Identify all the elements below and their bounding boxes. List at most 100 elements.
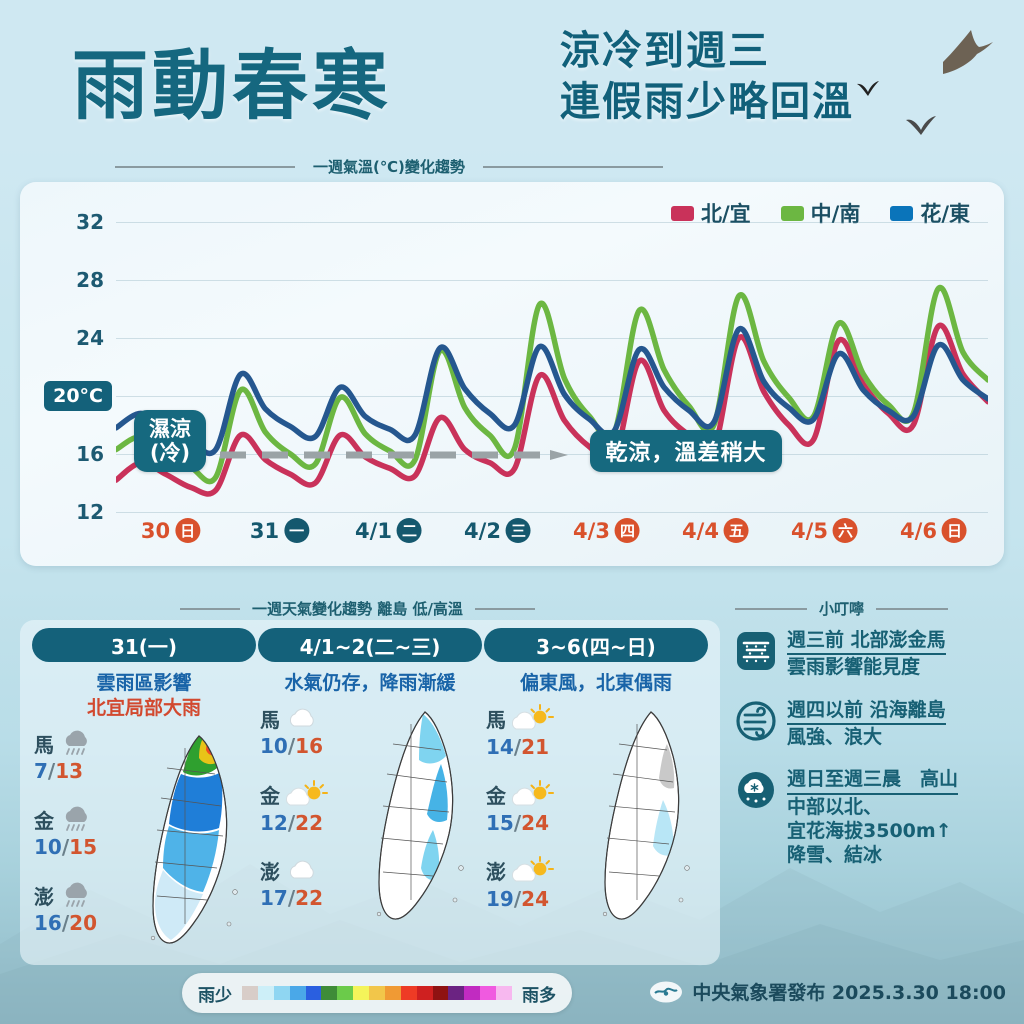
trend-arrow-icon <box>220 450 568 460</box>
rain-cloud-icon <box>65 882 87 908</box>
tip-text: 週四以前 沿海離島 風強、浪大 <box>787 698 946 750</box>
temperature-chart-card: 北/宜 中/南 花/東 32 28 24 16 12 20°C 濕涼 (冷) 乾涼，溫差稍大 … <box>20 182 1004 566</box>
island-name: 澎 <box>486 860 506 885</box>
y-axis-badge: 20°C <box>44 381 112 411</box>
wind-icon <box>736 701 776 741</box>
tip-title: 週日至週三晨 高山 <box>787 767 959 795</box>
temp-separator: / <box>287 733 296 758</box>
divider <box>115 165 295 168</box>
panel-body: 馬 14/21 金 15/24 澎 19/24 <box>484 703 708 932</box>
island-forecast-金: 金 15/24 <box>486 779 572 835</box>
tips-section-caption: 小叮嚀 <box>735 598 1010 619</box>
island-row: 金 <box>34 804 120 834</box>
mid-caption-text: 一週天氣變化趨勢 離島 低/高溫 <box>252 600 463 618</box>
rain-scale-step-8 <box>369 986 385 1000</box>
island-forecast-馬: 馬 14/21 <box>486 703 572 759</box>
subtitle-line-2: 連假雨少略回溫 <box>560 79 854 126</box>
temp-low: 14 <box>486 734 514 759</box>
subtitle-line-1: 涼冷到週三 <box>560 28 770 74</box>
panel-body: 馬 7/13 金 10/15 澎 16/20 <box>32 728 256 956</box>
temp-low: 12 <box>260 810 288 835</box>
island-row: 澎 <box>34 880 120 910</box>
tips-caption-text: 小叮嚀 <box>819 600 865 618</box>
rain-scale-step-2 <box>273 986 290 1000</box>
temp-low: 10 <box>260 733 288 758</box>
temp-high: 13 <box>55 759 84 784</box>
y-tick-28: 28 <box>76 268 104 292</box>
rainfall-color-scale <box>242 986 512 1000</box>
sun-cloud-icon <box>511 703 554 730</box>
x-tick-date: 4/4 <box>682 518 719 543</box>
rain-scale-step-9 <box>384 986 401 1000</box>
temp-low: 15 <box>486 810 514 835</box>
tip-icon <box>735 769 777 811</box>
temp-low: 17 <box>260 885 288 910</box>
forecast-panel-1: 4/1~2(二~三) 水氣仍存，降雨漸緩馬 10/16 金 12/22 澎 17/22 <box>258 628 482 958</box>
island-temperature: 19/24 <box>486 887 572 911</box>
tip-body-line-0: 風強、浪大 <box>787 725 883 748</box>
tip-body-line-0: 雲雨影響能見度 <box>787 656 921 679</box>
cloud-icon <box>289 708 314 727</box>
island-forecast-馬: 馬 7/13 <box>34 728 120 783</box>
chart-x-axis: 30 日 31 一 4/1 二 4/2 三 4/3 四 4/4 五 4/5 六 4/6 日 <box>116 512 988 562</box>
tip-title: 週三前 北部澎金馬 <box>787 628 946 656</box>
x-tick-weekday: 三 <box>505 518 531 543</box>
forecast-panel-2: 3~6(四~日) 偏東風，北東偶雨馬 14/21 金 15/24 澎 19/24 <box>484 628 708 958</box>
annotation-wet-cold-line-1: 濕涼 <box>149 416 191 441</box>
temp-separator: / <box>61 911 70 936</box>
legend-item-2: 花/東 <box>890 198 970 228</box>
tip-body-line-0: 中部以北、 <box>787 795 883 818</box>
annotation-dry-cool: 乾涼，溫差稍大 <box>590 430 782 472</box>
island-row: 馬 <box>260 704 346 733</box>
divider <box>876 607 949 610</box>
legend-label: 中/南 <box>810 202 861 226</box>
x-tick-3: 4/2 三 <box>464 518 531 543</box>
island-name: 馬 <box>260 707 280 732</box>
tip-icon <box>735 630 777 672</box>
tip-item-0: 週三前 北部澎金馬 雲雨影響能見度 <box>735 628 1015 680</box>
rain-scale-step-0 <box>242 986 258 1000</box>
tip-title: 週四以前 沿海離島 <box>787 698 946 725</box>
x-tick-date: 4/2 <box>464 518 501 543</box>
panel-body: 馬 10/16 金 12/22 澎 17/22 <box>258 704 482 932</box>
x-tick-2: 4/1 二 <box>355 518 422 543</box>
y-tick-16: 16 <box>76 442 104 466</box>
island-name: 金 <box>34 808 54 833</box>
island-name: 馬 <box>486 708 506 733</box>
island-row: 馬 <box>486 703 572 734</box>
temp-low: 10 <box>34 835 62 860</box>
island-name: 澎 <box>34 884 54 909</box>
island-temperature: 17/22 <box>260 886 346 910</box>
panel-date-header: 4/1~2(二~三) <box>258 628 482 662</box>
island-temperature: 15/24 <box>486 811 572 835</box>
temp-low: 19 <box>486 886 514 911</box>
x-tick-date: 4/3 <box>573 518 610 543</box>
legend-item-1: 中/南 <box>780 198 861 228</box>
rain-scale-step-12 <box>432 986 449 1000</box>
rain-scale-step-14 <box>464 986 481 1000</box>
island-name: 金 <box>260 784 280 809</box>
temp-high: 15 <box>69 835 97 860</box>
cwa-logo-icon <box>650 981 683 1002</box>
rain-scale-step-7 <box>353 986 369 1000</box>
tip-item-2: 週日至週三晨 高山 中部以北、 宜花海拔3500m↑ 降雪、結冰 <box>735 767 1015 867</box>
x-tick-weekday: 五 <box>723 518 749 543</box>
rain-scale-step-10 <box>400 986 417 1000</box>
island-forecast-澎: 澎 19/24 <box>486 855 572 911</box>
annotation-wet-cold: 濕涼 (冷) <box>134 410 206 472</box>
x-tick-date: 4/5 <box>791 518 828 543</box>
temp-separator: / <box>47 759 56 784</box>
bird-icon <box>906 116 936 135</box>
x-tick-1: 31 一 <box>250 518 310 543</box>
footer-text: 中央氣象署發布 2025.3.30 18:00 <box>692 982 1006 1004</box>
x-tick-4: 4/3 四 <box>573 518 640 543</box>
taiwan-rainfall-map <box>150 735 238 944</box>
temp-separator: / <box>513 886 522 911</box>
page-subtitle: 涼冷到週三 連假雨少略回溫 <box>560 26 854 128</box>
footer: 中央氣象署發布 2025.3.30 18:00 <box>649 978 1006 1005</box>
rain-scale-step-3 <box>289 986 306 1000</box>
legend-label: 北/宜 <box>700 202 751 226</box>
y-tick-32: 32 <box>76 210 104 234</box>
temp-separator: / <box>513 734 522 759</box>
